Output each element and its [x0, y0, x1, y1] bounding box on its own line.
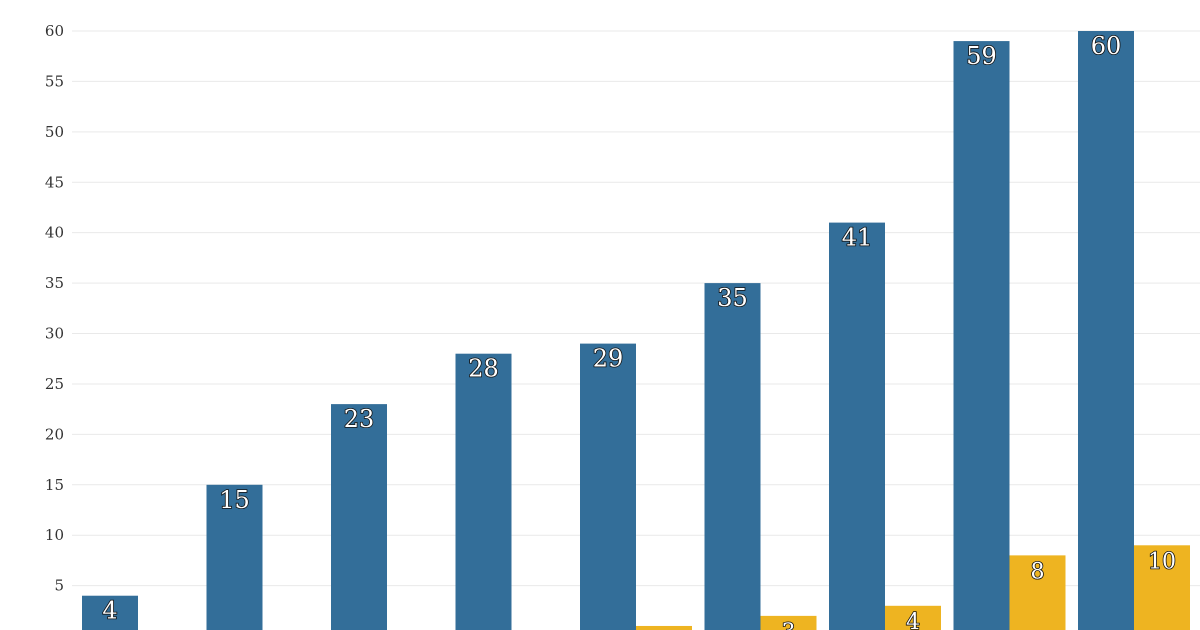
y-tick-label: 35 [45, 274, 64, 292]
bar-value-label: 23 [344, 405, 375, 433]
bar-value-label: 15 [219, 486, 250, 514]
y-tick-label: 55 [45, 72, 64, 90]
bar-value-label: 4 [906, 610, 920, 630]
y-tick-label: 20 [45, 425, 64, 443]
bar-series-1 [206, 484, 263, 630]
bar-series-2 [760, 615, 817, 630]
y-tick-label: 40 [45, 224, 64, 242]
bar-series-2 [636, 625, 692, 630]
bar-value-label: 10 [1148, 549, 1176, 574]
y-tick-label: 60 [45, 22, 64, 40]
bar-value-label: 59 [966, 42, 997, 70]
bar-series-2 [1009, 555, 1066, 630]
bar-series-1 [82, 595, 138, 630]
y-axis: 5 10 15 20 25 30 35 40 45 50 55 60 [45, 22, 64, 595]
bar-value-label: 29 [593, 345, 624, 373]
bar-series-1 [704, 283, 761, 630]
y-tick-label: 15 [45, 476, 64, 494]
bar-value-label: 60 [1091, 32, 1122, 60]
bar-series-2 [1134, 545, 1190, 630]
bar-value-label: 28 [468, 355, 499, 383]
bars [82, 31, 1190, 630]
bar-series-2 [885, 605, 941, 630]
bar-value-label: 3 [782, 620, 796, 630]
y-tick-label: 10 [45, 526, 64, 544]
value-labels: 41523282923534145986010 [102, 31, 1177, 630]
bar-series-1 [580, 343, 636, 630]
bar-series-1 [953, 41, 1010, 630]
bar-series-1 [1078, 31, 1134, 630]
y-tick-label: 50 [45, 123, 64, 141]
y-tick-label: 25 [45, 375, 64, 393]
y-tick-label: 5 [54, 577, 64, 595]
bar-value-label: 35 [717, 284, 748, 312]
y-tick-label: 45 [45, 173, 64, 191]
bar-value-label: 41 [842, 224, 873, 252]
bar-series-1 [455, 353, 512, 630]
y-tick-label: 30 [45, 325, 64, 343]
bar-value-label: 8 [1031, 559, 1045, 584]
bar-series-1 [829, 222, 885, 630]
bar-value-label: 4 [102, 597, 117, 625]
bar-series-1 [331, 404, 387, 630]
